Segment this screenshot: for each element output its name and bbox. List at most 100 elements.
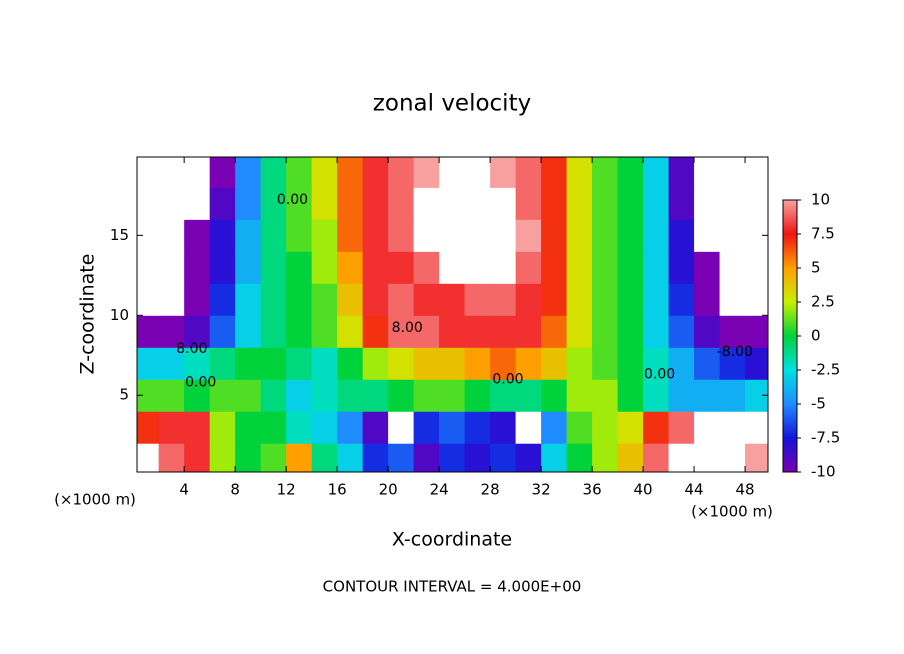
cell xyxy=(592,379,619,412)
cell xyxy=(184,315,211,348)
cell xyxy=(439,283,466,316)
cell xyxy=(490,411,517,444)
cell xyxy=(337,347,364,380)
cell xyxy=(184,443,211,473)
cell xyxy=(286,379,313,412)
cell xyxy=(260,411,287,444)
cell xyxy=(541,187,568,220)
cell xyxy=(464,379,491,412)
cell xyxy=(158,219,185,252)
cell xyxy=(439,219,466,252)
cell xyxy=(490,347,517,380)
cell xyxy=(464,347,491,380)
cell xyxy=(137,315,160,348)
cell xyxy=(235,315,262,348)
cell xyxy=(337,157,364,188)
cell xyxy=(137,347,160,380)
cell xyxy=(745,379,769,412)
cell xyxy=(566,187,593,220)
x-tick-label: 40 xyxy=(634,481,653,499)
cell xyxy=(337,187,364,220)
cell xyxy=(260,187,287,220)
cell xyxy=(260,219,287,252)
cell xyxy=(617,187,644,220)
cell xyxy=(413,219,440,252)
cell xyxy=(643,347,670,380)
cell xyxy=(490,379,517,412)
cell xyxy=(362,187,389,220)
cell xyxy=(158,411,185,444)
cell xyxy=(515,379,542,412)
cell xyxy=(617,283,644,316)
cell xyxy=(745,283,769,316)
cell xyxy=(439,379,466,412)
cell xyxy=(337,411,364,444)
cell xyxy=(311,411,338,444)
y-tick-label: 5 xyxy=(119,386,129,404)
cell xyxy=(235,379,262,412)
cell xyxy=(362,411,389,444)
cell xyxy=(464,251,491,284)
cell xyxy=(592,347,619,380)
cell xyxy=(337,315,364,348)
x-tick-label: 16 xyxy=(328,481,347,499)
cell xyxy=(209,347,236,380)
field xyxy=(137,157,769,473)
cell xyxy=(260,443,287,473)
colorbar-tick-label: 10 xyxy=(811,191,830,209)
cell xyxy=(617,251,644,284)
cell xyxy=(719,379,746,412)
cell xyxy=(643,283,670,316)
cell xyxy=(643,157,670,188)
cell xyxy=(592,443,619,473)
x-tick-label: 20 xyxy=(379,481,398,499)
cell xyxy=(592,219,619,252)
cell xyxy=(515,283,542,316)
cell xyxy=(184,379,211,412)
cell xyxy=(286,283,313,316)
cell xyxy=(413,379,440,412)
x-tick-label: 44 xyxy=(685,481,704,499)
colorbar-tick-label: 2.5 xyxy=(811,293,835,311)
cell xyxy=(745,157,769,188)
cell xyxy=(719,315,746,348)
colorbar-tick-label: 7.5 xyxy=(811,225,835,243)
x-tick-label: 36 xyxy=(583,481,602,499)
cell xyxy=(541,251,568,284)
colorbar-tick-label: -7.5 xyxy=(811,429,840,447)
cell xyxy=(311,283,338,316)
contour-label: 8.00 xyxy=(392,320,423,336)
x-tick-label: 24 xyxy=(430,481,449,499)
cell xyxy=(388,379,415,412)
cell xyxy=(337,219,364,252)
cell xyxy=(668,157,695,188)
cell xyxy=(592,157,619,188)
cell xyxy=(490,219,517,252)
x-tick-label: 8 xyxy=(230,481,240,499)
cell xyxy=(413,443,440,473)
cell xyxy=(541,347,568,380)
cell xyxy=(643,315,670,348)
cell xyxy=(745,219,769,252)
cell xyxy=(694,443,721,473)
chart-title: zonal velocity xyxy=(373,91,531,117)
cell xyxy=(490,157,517,188)
contour-label: 0.00 xyxy=(644,366,675,382)
cell xyxy=(413,157,440,188)
cell xyxy=(745,315,769,348)
cell xyxy=(184,347,211,380)
cell xyxy=(439,347,466,380)
cell xyxy=(235,283,262,316)
cell xyxy=(362,219,389,252)
cell xyxy=(286,157,313,188)
cell xyxy=(566,283,593,316)
cell xyxy=(388,443,415,473)
cell xyxy=(311,157,338,188)
cell xyxy=(566,379,593,412)
cell xyxy=(388,283,415,316)
x-axis-label: X-coordinate xyxy=(392,529,512,551)
cell xyxy=(643,411,670,444)
cell xyxy=(209,283,236,316)
cell xyxy=(592,411,619,444)
